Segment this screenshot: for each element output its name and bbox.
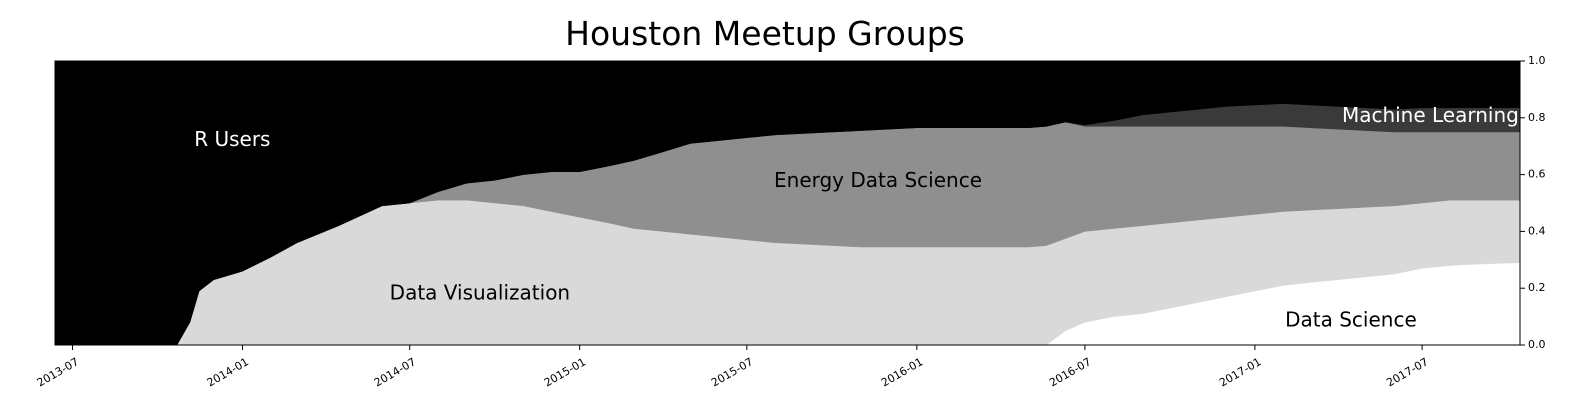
x-tick-label: 2016-01 [879, 355, 925, 389]
series-label-r-users: R Users [194, 127, 270, 151]
x-tick-label: 2016-07 [1047, 355, 1093, 389]
plot-frame [54, 60, 1521, 346]
x-tick-label: 2017-07 [1384, 355, 1430, 389]
y-tick-label: 0.0 [1528, 338, 1546, 351]
series-label-machine-learning: Machine Learning [1342, 103, 1519, 127]
x-tick-label: 2017-01 [1217, 355, 1263, 389]
x-axis: 2013-07 2014-01 2014-07 2015-01 2015-07 2016-… [35, 345, 1431, 390]
y-tick-label: 0.4 [1528, 224, 1546, 237]
chart-title: Houston Meetup Groups [565, 14, 965, 53]
label-layer: R Users Energy Data Science Machine Learni… [194, 103, 1519, 331]
y-axis: 0.0 0.2 0.4 0.6 0.8 1.0 [1520, 54, 1546, 351]
series-label-data-science: Data Science [1285, 307, 1417, 331]
y-tick-label: 0.8 [1528, 111, 1546, 124]
y-tick-label: 0.6 [1528, 168, 1546, 181]
y-tick-label: 1.0 [1528, 54, 1546, 67]
series-label-energy-data-science: Energy Data Science [774, 168, 982, 192]
x-tick-label: 2014-01 [205, 355, 251, 389]
x-tick-label: 2014-07 [372, 355, 418, 389]
x-tick-label: 2013-07 [35, 355, 81, 389]
x-tick-label: 2015-07 [709, 355, 755, 389]
series-label-data-visualization: Data Visualization [390, 280, 570, 304]
x-tick-label: 2015-01 [542, 355, 588, 389]
area-layer [54, 60, 1521, 346]
y-tick-label: 0.2 [1528, 281, 1546, 294]
